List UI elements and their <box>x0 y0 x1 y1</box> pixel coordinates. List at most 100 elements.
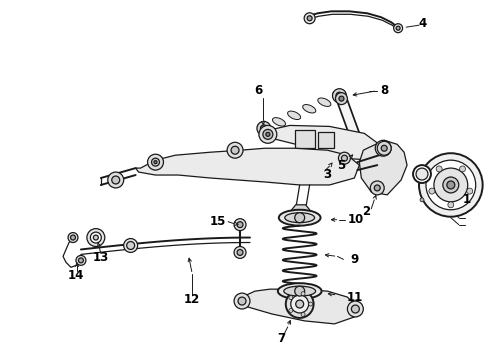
Circle shape <box>426 160 476 210</box>
Circle shape <box>304 13 315 24</box>
Text: 8: 8 <box>380 84 389 97</box>
Ellipse shape <box>318 98 331 107</box>
Circle shape <box>231 146 239 154</box>
Circle shape <box>259 125 277 143</box>
Circle shape <box>154 161 157 164</box>
Circle shape <box>429 188 435 194</box>
Circle shape <box>237 249 243 255</box>
Ellipse shape <box>285 213 315 223</box>
Circle shape <box>151 158 159 166</box>
Circle shape <box>289 296 293 300</box>
Polygon shape <box>318 132 335 148</box>
Circle shape <box>260 125 268 132</box>
Circle shape <box>379 144 387 152</box>
Circle shape <box>266 132 270 136</box>
Circle shape <box>147 154 164 170</box>
Polygon shape <box>359 140 407 195</box>
Circle shape <box>238 297 246 305</box>
Circle shape <box>381 145 387 151</box>
Circle shape <box>301 312 305 316</box>
Text: 14: 14 <box>68 269 84 282</box>
Circle shape <box>237 222 243 228</box>
Circle shape <box>396 26 400 30</box>
Ellipse shape <box>284 286 316 296</box>
Text: 4: 4 <box>419 17 427 30</box>
Circle shape <box>448 202 454 208</box>
Ellipse shape <box>272 118 286 126</box>
Circle shape <box>443 177 459 193</box>
Circle shape <box>76 255 86 265</box>
Circle shape <box>78 258 83 263</box>
Circle shape <box>420 198 424 202</box>
Circle shape <box>416 168 428 180</box>
Circle shape <box>123 239 138 252</box>
Text: 13: 13 <box>93 251 109 264</box>
Circle shape <box>127 242 135 249</box>
Ellipse shape <box>303 104 316 113</box>
Circle shape <box>90 232 101 243</box>
Text: 3: 3 <box>323 167 332 181</box>
Circle shape <box>234 219 246 231</box>
Circle shape <box>227 142 243 158</box>
Circle shape <box>336 92 343 99</box>
Text: 6: 6 <box>254 84 262 97</box>
Circle shape <box>234 293 250 309</box>
Text: 9: 9 <box>350 253 359 266</box>
Ellipse shape <box>279 210 320 226</box>
Circle shape <box>309 302 313 306</box>
Polygon shape <box>238 289 357 324</box>
Text: 5: 5 <box>337 159 345 172</box>
Circle shape <box>375 140 391 156</box>
Ellipse shape <box>278 283 321 299</box>
Circle shape <box>370 181 384 195</box>
Circle shape <box>291 295 309 313</box>
Circle shape <box>257 121 271 135</box>
Circle shape <box>295 300 304 308</box>
Circle shape <box>413 165 431 183</box>
Circle shape <box>294 213 305 223</box>
Circle shape <box>307 16 312 21</box>
Circle shape <box>234 247 246 258</box>
Circle shape <box>436 166 442 172</box>
Polygon shape <box>268 125 383 160</box>
Text: 15: 15 <box>210 215 226 228</box>
Circle shape <box>87 229 105 247</box>
Circle shape <box>434 168 468 202</box>
Circle shape <box>108 172 123 188</box>
Circle shape <box>263 129 273 139</box>
Polygon shape <box>294 130 315 148</box>
Text: 1: 1 <box>463 193 471 206</box>
Ellipse shape <box>333 91 346 100</box>
Ellipse shape <box>288 111 301 120</box>
Text: 7: 7 <box>278 332 286 345</box>
Circle shape <box>374 185 380 191</box>
Text: 12: 12 <box>184 293 200 306</box>
Circle shape <box>94 235 98 240</box>
Circle shape <box>347 301 363 317</box>
Polygon shape <box>288 205 314 220</box>
Circle shape <box>112 176 120 184</box>
Circle shape <box>301 292 305 296</box>
Circle shape <box>333 89 346 103</box>
Circle shape <box>467 188 473 194</box>
Circle shape <box>289 309 293 312</box>
Circle shape <box>342 155 347 161</box>
Circle shape <box>351 305 359 313</box>
Circle shape <box>377 141 391 155</box>
Circle shape <box>447 181 455 189</box>
Circle shape <box>68 233 78 243</box>
Circle shape <box>393 24 403 33</box>
Circle shape <box>286 290 314 318</box>
Text: 2: 2 <box>362 205 370 218</box>
Polygon shape <box>136 148 359 185</box>
Circle shape <box>339 96 344 101</box>
Circle shape <box>419 153 483 217</box>
Circle shape <box>71 235 75 240</box>
Circle shape <box>460 166 465 172</box>
Circle shape <box>336 93 347 105</box>
Ellipse shape <box>257 124 270 132</box>
Circle shape <box>339 152 350 164</box>
Circle shape <box>294 286 305 296</box>
Text: 11: 11 <box>346 291 363 303</box>
Text: 10: 10 <box>347 213 364 226</box>
